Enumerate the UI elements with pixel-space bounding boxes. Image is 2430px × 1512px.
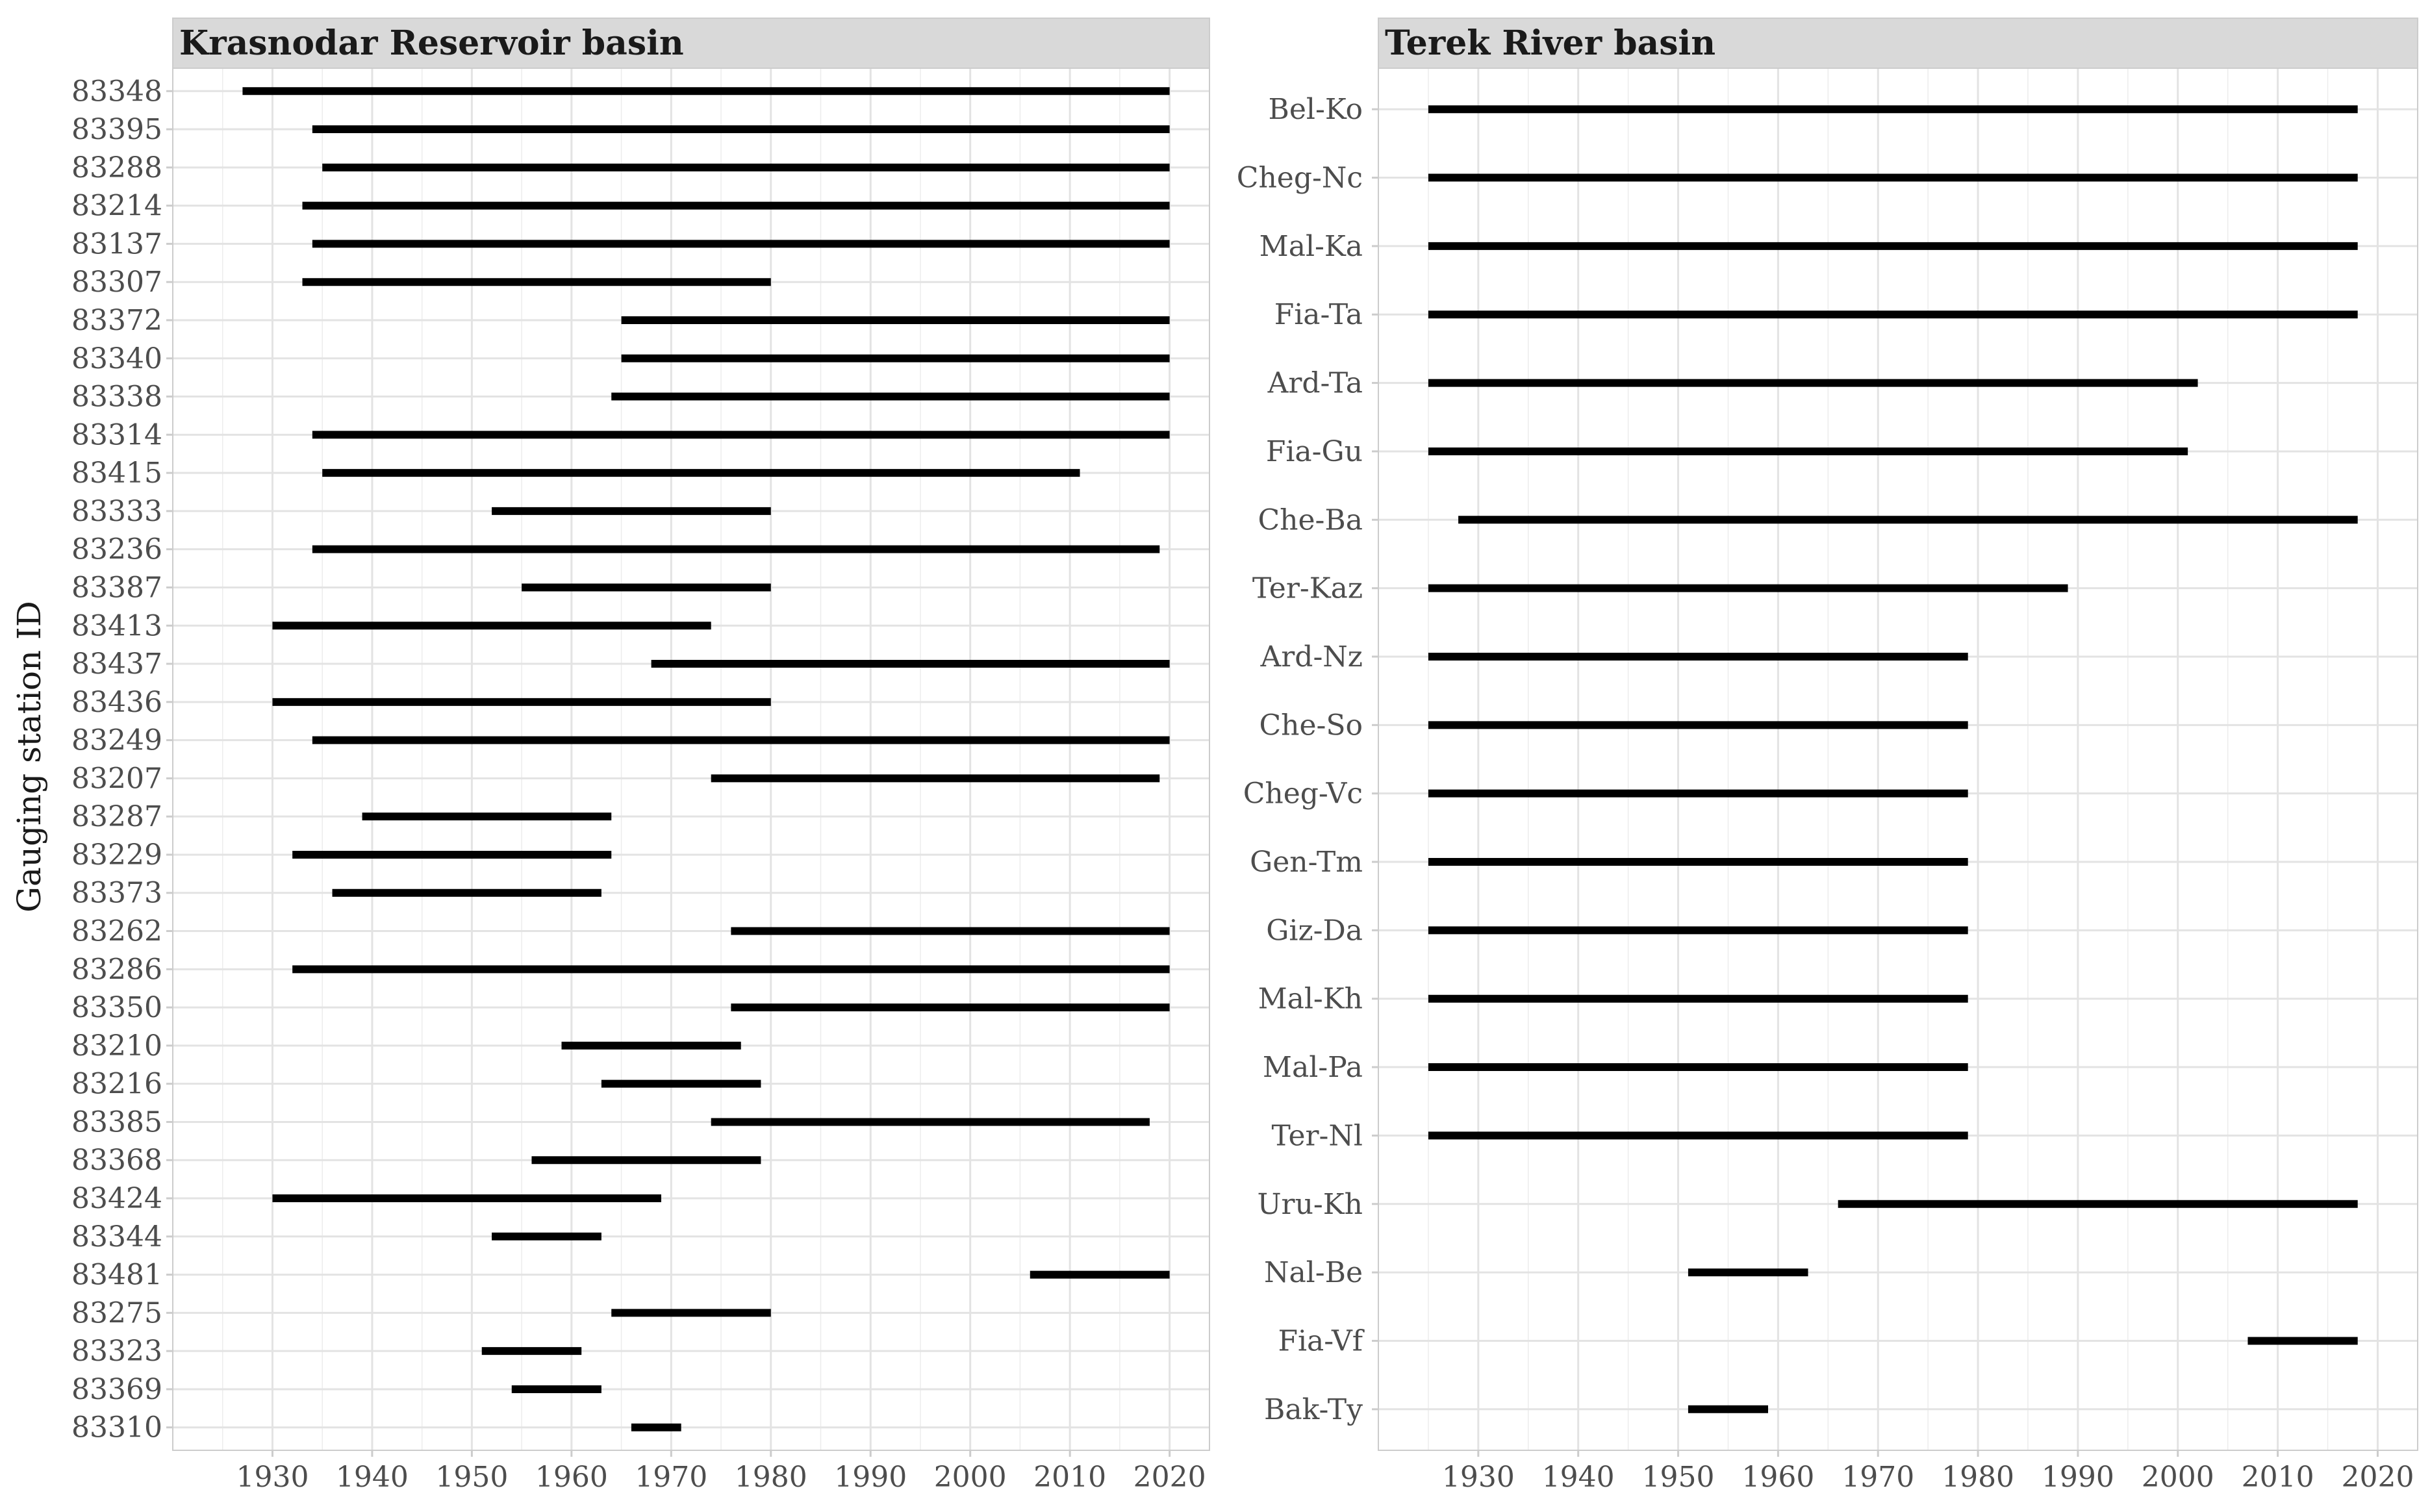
y-tick-label: Cheg-Vc [1243, 777, 1363, 811]
y-tick-label: Fia-Ta [1274, 298, 1363, 331]
y-tick-label: 83307 [71, 266, 162, 299]
x-tick-label: 1930 [236, 1461, 309, 1494]
y-axis-title: Gauging station ID [10, 601, 48, 913]
y-tick-label: Fia-Gu [1266, 435, 1363, 468]
x-tick-label: 1970 [635, 1461, 707, 1494]
x-tick-label: 1980 [735, 1461, 807, 1494]
y-tick-label: 83395 [71, 113, 162, 146]
facet-title: Krasnodar Reservoir basin [179, 23, 684, 63]
y-tick-label: 83262 [71, 915, 162, 948]
y-tick-label: 83210 [71, 1029, 162, 1063]
y-tick-label: 83368 [71, 1144, 162, 1177]
y-tick-label: 83214 [71, 190, 162, 223]
x-tick-label: 1950 [435, 1461, 508, 1494]
facet-strip [1378, 18, 2418, 69]
y-tick-label: 83372 [71, 304, 162, 337]
y-tick-label: Mal-Ka [1259, 230, 1363, 263]
y-tick-label: 83340 [71, 342, 162, 375]
y-tick-label: 83287 [71, 800, 162, 833]
y-tick-label: 83338 [71, 381, 162, 414]
y-tick-label: Gen-Tm [1250, 846, 1363, 879]
y-tick-label: 83275 [71, 1296, 162, 1329]
y-tick-label: Che-So [1259, 709, 1363, 742]
x-tick-label: 2000 [934, 1461, 1007, 1494]
y-tick-label: Cheg-Nc [1237, 162, 1363, 195]
y-tick-label: 83229 [71, 838, 162, 872]
plot-area [1378, 68, 2418, 1450]
y-tick-label: 83249 [71, 724, 162, 757]
y-tick-label: 83413 [71, 609, 162, 642]
y-tick-label: 83350 [71, 991, 162, 1024]
y-tick-label: Fia-Vf [1278, 1324, 1364, 1357]
y-tick-label: Che-Ba [1258, 503, 1363, 536]
y-tick-label: 83216 [71, 1068, 162, 1101]
facet-strip [172, 18, 1210, 69]
x-tick-label: 1950 [1642, 1461, 1715, 1494]
facet-title: Terek River basin [1385, 23, 1715, 63]
y-tick-label: 83385 [71, 1105, 162, 1139]
y-tick-label: Ter-Nl [1272, 1119, 1363, 1152]
panel-terek: 1930 1940 1950 1960 1970 1980 1990 2000 2010 2020… [1237, 18, 2418, 1494]
y-tick-label: Giz-Da [1266, 914, 1363, 947]
x-tick-label: 2000 [2142, 1461, 2214, 1494]
y-tick-label: Mal-Pa [1263, 1051, 1363, 1084]
y-tick-label: 83314 [71, 418, 162, 451]
y-tick-label: 83481 [71, 1259, 162, 1292]
x-tick-label: 1960 [535, 1461, 608, 1494]
y-tick-label: 83333 [71, 495, 162, 528]
y-tick-label: 83236 [71, 533, 162, 566]
y-tick-label: 83344 [71, 1220, 162, 1254]
y-tick-label: Ard-Ta [1267, 367, 1363, 400]
y-tick-label: 83436 [71, 686, 162, 719]
y-tick-label: 83207 [71, 762, 162, 795]
y-tick-label: 83288 [71, 151, 162, 184]
y-tick-label: Nal-Be [1264, 1256, 1363, 1289]
y-tick-label: 83348 [71, 75, 162, 108]
y-tick-label: 83369 [71, 1373, 162, 1406]
y-tick-label: 83415 [71, 457, 162, 490]
y-tick-label: 83323 [71, 1335, 162, 1368]
y-tick-label: Uru-Kh [1257, 1188, 1363, 1221]
y-tick-label: 83387 [71, 571, 162, 604]
x-tick-label: 1940 [1542, 1461, 1615, 1494]
x-tick-label: 1940 [336, 1461, 409, 1494]
x-tick-label: 1990 [2042, 1461, 2114, 1494]
x-tick-label: 2010 [2242, 1461, 2314, 1494]
y-tick-label: 83437 [71, 648, 162, 681]
y-tick-label: 83137 [71, 227, 162, 260]
x-tick-label: 1960 [1741, 1461, 1814, 1494]
y-tick-label: Bel-Ko [1269, 93, 1363, 126]
y-tick-label: 83373 [71, 877, 162, 910]
x-tick-label: 2010 [1033, 1461, 1106, 1494]
y-tick-label: 83286 [71, 953, 162, 986]
x-tick-label: 1980 [1942, 1461, 2014, 1494]
x-tick-label: 2020 [2341, 1461, 2414, 1494]
y-tick-label: Ter-Kaz [1252, 572, 1363, 605]
y-tick-label: 83424 [71, 1182, 162, 1215]
plot-area [173, 68, 1209, 1450]
y-tick-label: 83310 [71, 1411, 162, 1444]
x-tick-label: 1990 [834, 1461, 907, 1494]
x-tick-label: 2020 [1133, 1461, 1206, 1494]
y-tick-label: Bak-Ty [1264, 1393, 1363, 1426]
y-tick-label: Mal-Kh [1258, 983, 1363, 1016]
x-tick-label: 1930 [1442, 1461, 1515, 1494]
y-tick-label: Ard-Nz [1259, 640, 1363, 674]
panel-krasnodar: 1930 1940 1950 1960 1970 1980 1990 2000 2010 2020… [71, 18, 1210, 1494]
x-tick-label: 1970 [1841, 1461, 1914, 1494]
